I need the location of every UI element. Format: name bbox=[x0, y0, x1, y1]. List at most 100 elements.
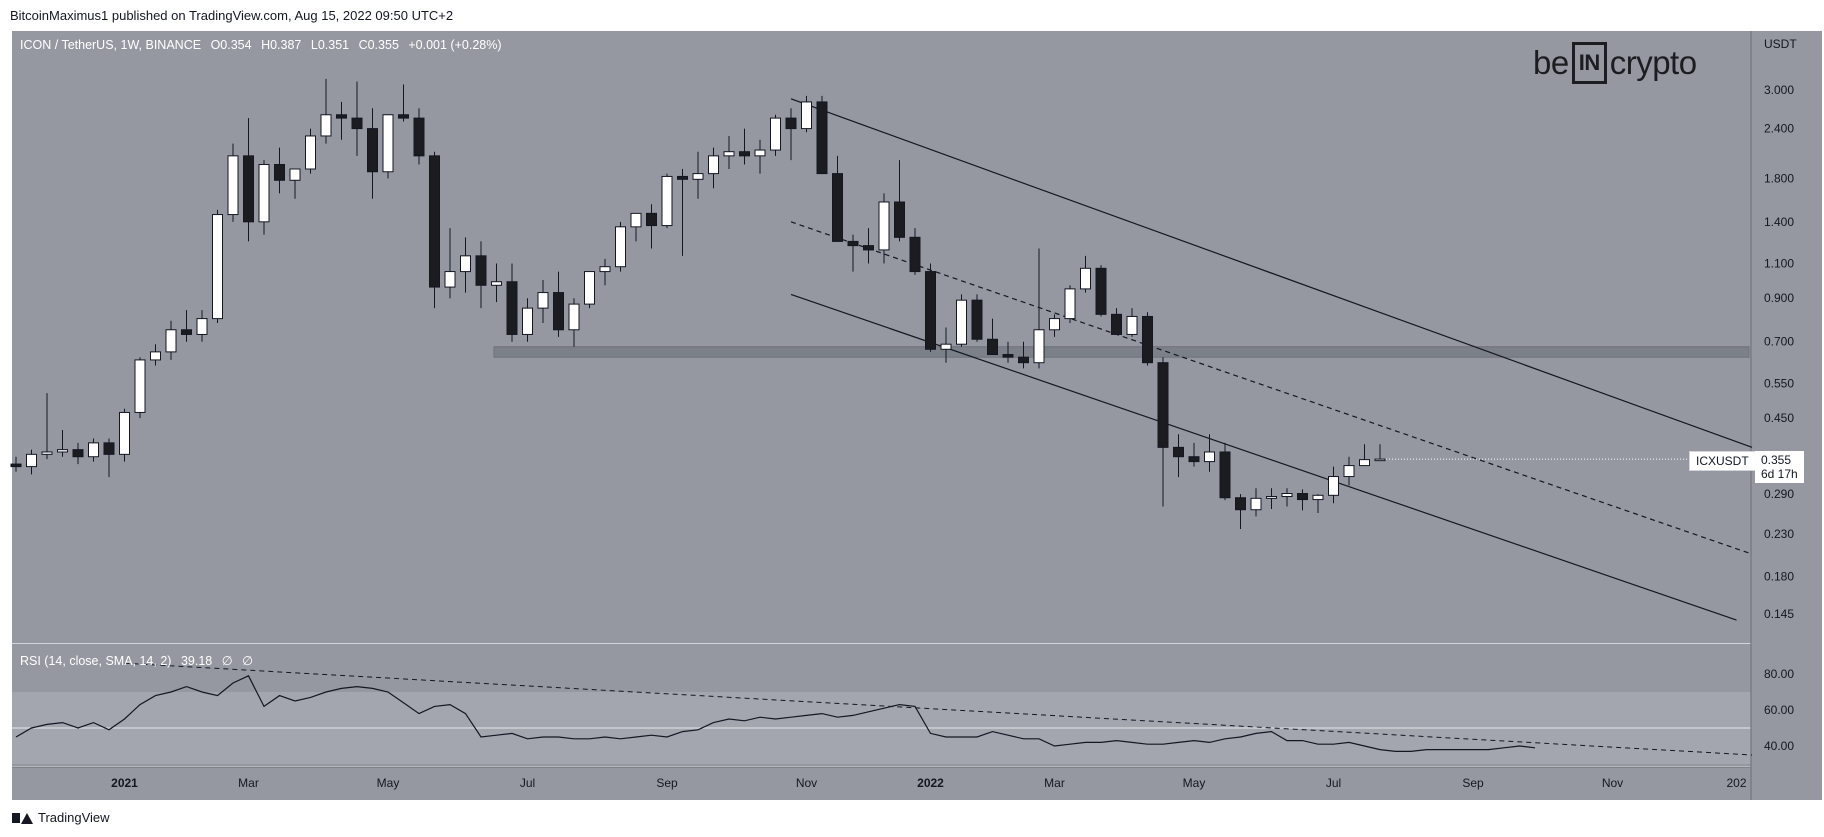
candle-up bbox=[754, 149, 766, 157]
candle-up bbox=[196, 318, 208, 335]
candle-up bbox=[1204, 451, 1215, 463]
rsi-tick-label: 60.00 bbox=[1764, 703, 1794, 717]
candle-up bbox=[165, 329, 177, 353]
support-zone bbox=[493, 346, 1750, 358]
candle-down bbox=[413, 117, 425, 157]
time-tick-label: 202 bbox=[1726, 776, 1746, 790]
candle-up bbox=[460, 255, 471, 273]
rsi-tick-label: 80.00 bbox=[1764, 667, 1794, 681]
candle-up bbox=[134, 359, 146, 413]
time-tick-label: Sep bbox=[656, 776, 678, 790]
logo-in: IN bbox=[1571, 42, 1607, 84]
high-label: H bbox=[261, 38, 271, 52]
last-price-tag: 0.355 6d 17h bbox=[1755, 451, 1804, 483]
candle-down bbox=[553, 292, 564, 331]
candle-up bbox=[1281, 493, 1293, 498]
price-tick-label: 0.450 bbox=[1764, 411, 1794, 425]
candle-up bbox=[212, 214, 223, 320]
time-tick-label: May bbox=[377, 776, 400, 790]
low-value: 0.351 bbox=[317, 38, 350, 52]
time-tick-label: Jul bbox=[520, 776, 535, 790]
rsi-extra-2: ∅ bbox=[242, 654, 253, 668]
logo-be: be bbox=[1533, 44, 1569, 81]
last-price: 0.355 bbox=[1761, 453, 1792, 467]
candle-down bbox=[103, 442, 115, 455]
time-tick-label: Mar bbox=[238, 776, 259, 790]
candle-up bbox=[320, 114, 332, 137]
candle-down bbox=[832, 173, 843, 242]
candle-down bbox=[274, 164, 285, 181]
candle-down bbox=[1157, 362, 1169, 448]
symbol-tag: ICXUSDT bbox=[1689, 451, 1756, 471]
candle-down bbox=[785, 117, 797, 130]
candle-up bbox=[289, 168, 301, 181]
candle-down bbox=[646, 212, 657, 227]
price-tick-label: 0.180 bbox=[1764, 570, 1794, 584]
time-tick-label: May bbox=[1183, 776, 1206, 790]
candle-up bbox=[1126, 315, 1138, 335]
logo-crypto: crypto bbox=[1609, 44, 1697, 81]
candle-up bbox=[661, 175, 673, 227]
publisher-line: BitcoinMaximus1 published on TradingView… bbox=[10, 8, 454, 23]
candle-up bbox=[940, 343, 952, 350]
close-value: 0.355 bbox=[367, 38, 399, 52]
candle-down bbox=[506, 281, 518, 335]
price-tick-label: 1.800 bbox=[1764, 171, 1794, 185]
price-tick-label: 2.400 bbox=[1764, 122, 1794, 136]
candle-down bbox=[1219, 451, 1231, 499]
candle-down bbox=[10, 463, 22, 468]
rsi-trendline bbox=[124, 662, 1753, 756]
price-tick-label: 0.700 bbox=[1764, 335, 1794, 349]
time-tick-label: 2021 bbox=[111, 776, 138, 790]
open-label: O bbox=[210, 38, 221, 52]
footer[interactable]: TradingView bbox=[12, 810, 110, 825]
candle-down bbox=[475, 255, 487, 286]
candle-up bbox=[444, 271, 456, 288]
candle-up bbox=[150, 351, 161, 361]
candle-up bbox=[41, 451, 53, 455]
price-tick-label: 0.900 bbox=[1764, 291, 1794, 305]
high-value: 0.387 bbox=[270, 38, 302, 52]
candle-up bbox=[878, 201, 890, 251]
price-legend: ICON / TetherUS, 1W, BINANCE O0.354 H0.3… bbox=[20, 38, 502, 52]
time-axis bbox=[12, 767, 1751, 800]
candle-up bbox=[382, 114, 394, 173]
time-tick-label: Sep bbox=[1462, 776, 1484, 790]
candle-down bbox=[1095, 267, 1107, 315]
rsi-legend: RSI (14, close, SMA, 14, 2) 39.18 ∅ ∅ bbox=[20, 653, 253, 668]
candle-down bbox=[1111, 313, 1122, 335]
candle-up bbox=[723, 151, 735, 157]
change-value: +0.001 (+0.28%) bbox=[408, 38, 502, 52]
time-tick-label: Nov bbox=[1602, 776, 1623, 790]
candle-down bbox=[429, 155, 440, 288]
candle-up bbox=[491, 281, 502, 286]
candle-up bbox=[770, 117, 781, 151]
candle-down bbox=[1173, 446, 1184, 458]
price-tick-label: 0.230 bbox=[1764, 527, 1794, 541]
price-tick-label: 0.550 bbox=[1764, 376, 1794, 390]
candle-up bbox=[1266, 496, 1277, 499]
candle-down bbox=[181, 329, 192, 335]
candle-up bbox=[1250, 497, 1262, 511]
candle-up bbox=[88, 442, 99, 458]
close-label: C bbox=[358, 38, 368, 52]
candle-up bbox=[1049, 318, 1060, 331]
candle-up bbox=[119, 411, 130, 455]
candle-up bbox=[1064, 288, 1076, 320]
rsi-extra-1: ∅ bbox=[221, 654, 233, 668]
channel-upper-line bbox=[790, 98, 1753, 448]
candle-down bbox=[367, 128, 378, 173]
candle-down bbox=[243, 155, 254, 223]
rsi-value: 39.18 bbox=[180, 654, 213, 668]
time-tick-label: Nov bbox=[796, 776, 817, 790]
candle-up bbox=[630, 212, 642, 228]
candle-up bbox=[227, 155, 239, 216]
candle-up bbox=[522, 307, 533, 335]
candle-up bbox=[615, 226, 626, 268]
candle-down bbox=[1142, 315, 1153, 364]
candle-up bbox=[305, 135, 316, 170]
rsi-tick-label: 40.00 bbox=[1764, 739, 1794, 753]
price-tick-label: 1.100 bbox=[1764, 257, 1794, 271]
candle-up bbox=[1080, 267, 1091, 290]
